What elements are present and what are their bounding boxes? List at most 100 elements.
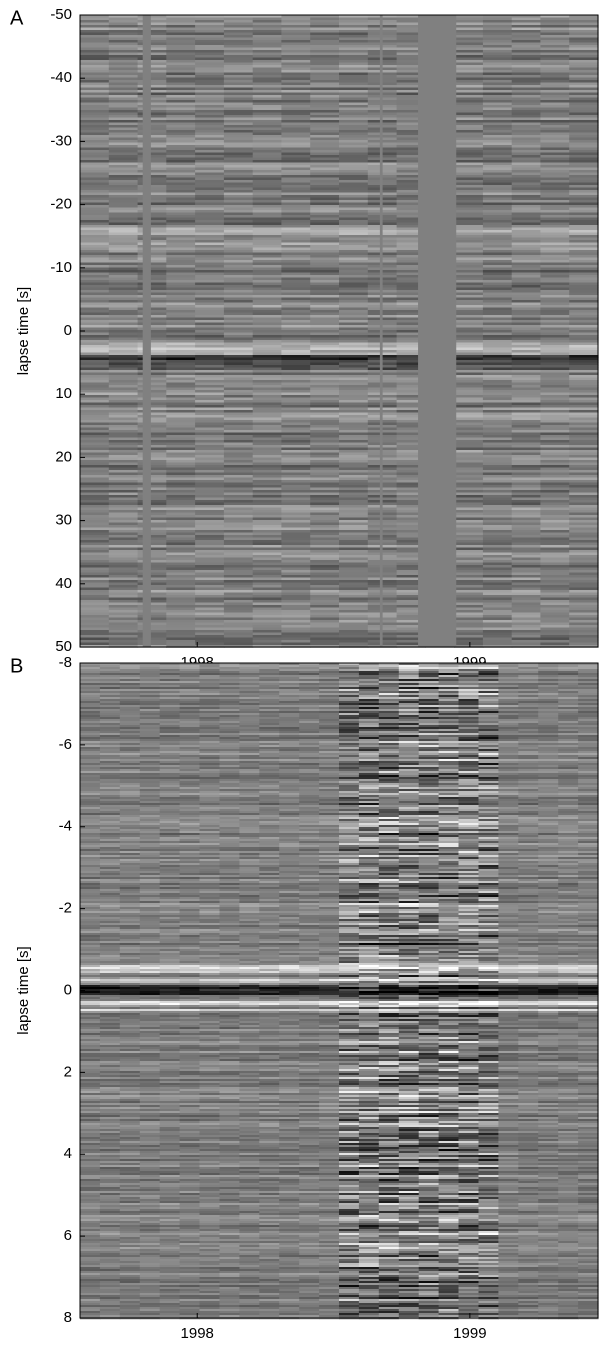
texture-cell [80,133,109,136]
texture-cell [310,290,339,293]
texture-cell [279,671,300,673]
texture-cell [195,223,224,226]
texture-cell [310,70,339,73]
texture-cell [569,113,598,116]
texture-cell [339,415,368,418]
texture-cell [166,263,195,266]
texture-cell [512,203,541,206]
texture-cell [195,108,224,111]
texture-cell [80,345,109,348]
texture-cell [299,687,320,689]
texture-cell [569,315,598,318]
texture-cell [281,283,310,286]
texture-cell [253,475,282,478]
texture-cell [166,130,195,133]
texture-cell [195,638,224,641]
texture-cell [540,583,569,586]
texture-cell [195,300,224,303]
texture-cell [80,70,109,73]
texture-cell [224,513,253,516]
texture-cell [540,475,569,478]
texture-cell [166,458,195,461]
texture-cell [512,520,541,523]
texture-cell [195,575,224,578]
texture-cell [518,689,539,691]
texture-cell [253,638,282,641]
texture-cell [319,691,340,693]
texture-cell [253,165,282,168]
texture-cell [195,608,224,611]
texture-cell [109,168,138,171]
texture-cell [166,120,195,123]
texture-cell [109,280,138,283]
texture-cell [310,640,339,643]
texture-cell [479,687,500,689]
texture-cell [483,628,512,631]
texture-cell [109,533,138,536]
texture-cell [540,430,569,433]
texture-cell [109,445,138,448]
texture-cell [100,687,121,689]
texture-cell [281,153,310,156]
texture-cell [109,530,138,533]
texture-cell [339,518,368,521]
texture-cell [339,48,368,51]
texture-cell [166,45,195,48]
texture-cell [224,198,253,201]
texture-cell [253,328,282,331]
texture-cell [80,418,109,421]
texture-cell [339,390,368,393]
texture-cell [540,465,569,468]
texture-cell [483,403,512,406]
texture-cell [109,593,138,596]
texture-cell [224,290,253,293]
texture-cell [540,533,569,536]
texture-cell [569,458,598,461]
texture-cell [518,683,539,685]
texture-cell [379,693,400,695]
texture-cell [512,88,541,91]
texture-cell [138,505,167,508]
texture-cell [281,115,310,118]
texture-cell [540,495,569,498]
texture-cell [224,425,253,428]
texture-cell [109,568,138,571]
texture-cell [454,118,483,121]
texture-cell [253,470,282,473]
texture-cell [569,638,598,641]
texture-cell [512,230,541,233]
texture-cell [310,265,339,268]
texture-cell [339,681,360,683]
texture-cell [299,675,320,677]
texture-cell [569,323,598,326]
texture-cell [512,343,541,346]
texture-cell [540,190,569,193]
texture-cell [281,135,310,138]
texture-cell [109,83,138,86]
texture-cell [195,253,224,256]
texture-cell [512,20,541,23]
texture-cell [512,155,541,158]
texture-cell [253,493,282,496]
texture-cell [253,515,282,518]
texture-cell [310,545,339,548]
texture-cell [109,73,138,76]
texture-cell [109,490,138,493]
texture-cell [195,460,224,463]
texture-cell [138,245,167,248]
texture-cell [166,558,195,561]
texture-cell [454,500,483,503]
texture-cell [80,458,109,461]
texture-cell [454,555,483,558]
texture-cell [569,523,598,526]
texture-cell [483,520,512,523]
texture-cell [310,603,339,606]
texture-cell [195,30,224,33]
texture-cell [498,687,519,689]
texture-cell [512,168,541,171]
texture-cell [281,643,310,646]
texture-cell [512,493,541,496]
texture-cell [339,515,368,518]
texture-cell [569,605,598,608]
texture-cell [339,118,368,121]
